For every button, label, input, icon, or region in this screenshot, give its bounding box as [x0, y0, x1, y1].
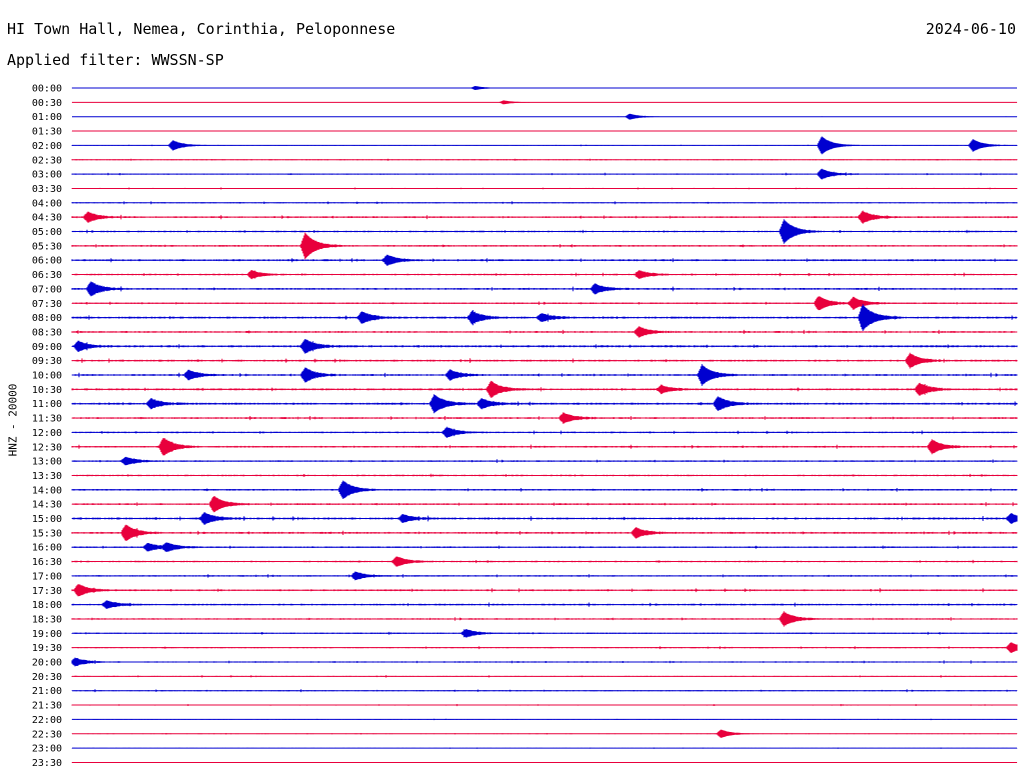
- row-time-label: 08:30: [32, 327, 62, 338]
- trace-row: [71, 675, 1018, 678]
- row-time-label: 00:30: [32, 98, 62, 109]
- trace-row: [71, 326, 1018, 338]
- trace-row: [71, 762, 1018, 763]
- trace-row: [71, 496, 1018, 513]
- trace-row: [71, 394, 1018, 414]
- row-time-label: 14:00: [32, 485, 62, 496]
- trace-row: [71, 281, 1018, 297]
- row-time-label: 23:30: [32, 758, 62, 769]
- trace-row: [71, 747, 1018, 749]
- row-time-label: 05:30: [32, 241, 62, 252]
- trace-row: [71, 611, 1018, 627]
- row-time-label: 09:30: [32, 356, 62, 367]
- row-time-label: 23:00: [32, 744, 62, 755]
- trace-row: [71, 512, 1018, 525]
- trace-row: [71, 729, 1018, 738]
- trace-row: [71, 718, 1018, 721]
- row-time-label: 15:00: [32, 514, 62, 525]
- trace-row: [71, 689, 1018, 693]
- row-time-label: 13:00: [32, 457, 62, 468]
- trace-row: [71, 254, 1018, 266]
- trace-row: [71, 542, 1018, 552]
- trace-row: [71, 556, 1018, 567]
- trace-row: [71, 158, 1018, 161]
- trace-row: [71, 657, 1018, 667]
- row-time-label: 18:00: [32, 600, 62, 611]
- row-time-label: 22:00: [32, 715, 62, 726]
- row-time-label: 10:00: [32, 371, 62, 382]
- row-time-label: 13:30: [32, 471, 62, 482]
- trace-row: [71, 136, 1018, 155]
- trace-row: [71, 426, 1018, 438]
- trace-row: [71, 219, 1018, 244]
- trace-row: [71, 584, 1018, 597]
- row-time-label: 20:00: [32, 658, 62, 669]
- row-time-label: 03:00: [32, 170, 62, 181]
- trace-row: [71, 380, 1018, 398]
- filter-label: Applied filter: WWSSN-SP: [7, 51, 224, 69]
- row-time-label: 21:00: [32, 686, 62, 697]
- row-time-label: 11:00: [32, 399, 62, 410]
- date-label: 2024-06-10: [925, 20, 1016, 38]
- row-time-label: 01:00: [32, 112, 62, 123]
- row-time-label: 01:30: [32, 127, 62, 138]
- trace-row: [71, 524, 1018, 541]
- row-time-label: 19:00: [32, 629, 62, 640]
- row-time-label: 11:30: [32, 414, 62, 425]
- row-time-label: 20:30: [32, 672, 62, 683]
- row-time-label: 07:30: [32, 299, 62, 310]
- row-time-label: 04:30: [32, 213, 62, 224]
- trace-row: [71, 296, 1018, 311]
- row-time-label: 00:00: [32, 84, 62, 95]
- row-time-label: 21:30: [32, 701, 62, 712]
- trace-row: [71, 210, 1018, 224]
- row-time-label: 16:30: [32, 557, 62, 568]
- station-title: HI Town Hall, Nemea, Corinthia, Peloponn…: [7, 20, 396, 38]
- trace-row: [71, 571, 1018, 581]
- row-time-label: 04:00: [32, 198, 62, 209]
- trace-row: [71, 304, 1018, 331]
- row-time-label: 02:30: [32, 155, 62, 166]
- row-time-label: 12:30: [32, 442, 62, 453]
- row-time-label: 10:30: [32, 385, 62, 396]
- trace-row: [71, 473, 1018, 478]
- trace-row: [71, 270, 1018, 280]
- row-time-label: 17:00: [32, 571, 62, 582]
- trace-row: [71, 187, 1018, 190]
- trace-row: [71, 232, 1018, 260]
- trace-row: [71, 412, 1018, 424]
- row-time-label: 02:00: [32, 141, 62, 152]
- trace-row: [71, 352, 1018, 369]
- row-time-label: 09:00: [32, 342, 62, 353]
- row-time-label: 14:30: [32, 500, 62, 511]
- trace-row: [71, 629, 1018, 638]
- row-time-label: 15:30: [32, 528, 62, 539]
- row-time-label: 16:00: [32, 543, 62, 554]
- trace-row: [71, 168, 1018, 180]
- trace-row: [71, 364, 1018, 386]
- row-time-label: 18:30: [32, 614, 62, 625]
- row-time-label: 19:30: [32, 643, 62, 654]
- row-time-label: 08:00: [32, 313, 62, 324]
- trace-row: [71, 600, 1018, 609]
- trace-row: [71, 130, 1018, 132]
- row-time-label: 06:30: [32, 270, 62, 281]
- trace-row: [71, 438, 1018, 456]
- row-time-label: 05:00: [32, 227, 62, 238]
- trace-row: [71, 100, 1018, 105]
- trace-row: [71, 642, 1018, 653]
- trace-row: [71, 201, 1018, 205]
- row-time-label: 06:00: [32, 256, 62, 267]
- trace-row: [71, 480, 1018, 499]
- row-time-label: 03:30: [32, 184, 62, 195]
- row-time-label: 22:30: [32, 729, 62, 740]
- row-time-label: 12:00: [32, 428, 62, 439]
- trace-row: [71, 339, 1018, 354]
- trace-row: [71, 456, 1018, 466]
- row-time-label: 17:30: [32, 586, 62, 597]
- row-time-label: 07:00: [32, 284, 62, 295]
- seismogram-rows: 00:00 00:30 01:00 01:30 02:00 02:30 03:00 03:30…: [32, 84, 1018, 769]
- trace-row: [71, 704, 1018, 707]
